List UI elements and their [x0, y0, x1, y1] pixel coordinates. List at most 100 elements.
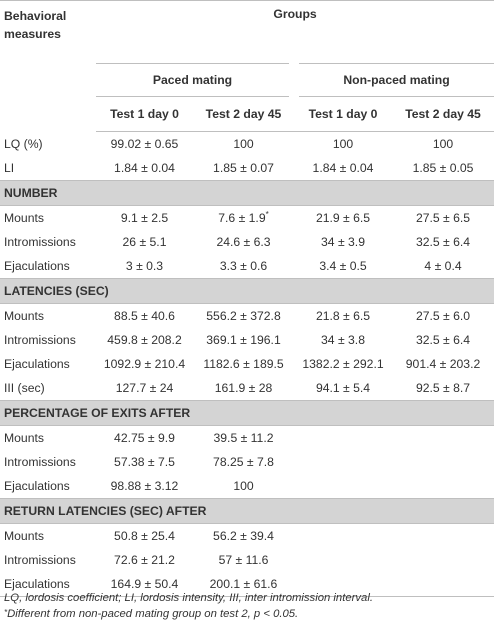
cell: 24.6 ± 6.3 — [216, 235, 271, 249]
section-title: LATENCIES (SEC) — [0, 278, 494, 304]
cell: 50.8 ± 25.4 — [114, 529, 175, 543]
row-label: Mounts — [4, 529, 44, 543]
table-row: Intromissions 459.8 ± 208.2 369.1 ± 196.… — [0, 328, 494, 352]
cell: 164.9 ± 50.4 — [96, 572, 193, 597]
section-header: LATENCIES (SEC) — [0, 278, 494, 304]
cell: 32.5 ± 6.4 — [415, 235, 471, 249]
row-label: Mounts — [4, 431, 44, 445]
cell: 1.84 ± 0.04 — [114, 161, 175, 175]
cell: 32.5 ± 6.4 — [415, 333, 471, 347]
cell: 127.7 ± 24 — [115, 381, 174, 395]
table-row: Mounts 50.8 ± 25.4 56.2 ± 39.4 — [0, 524, 494, 549]
cell: 21.9 ± 6.5 — [315, 211, 371, 225]
behavioral-measures-header: Behavioral measures — [0, 0, 96, 132]
table-row: Ejaculations 3 ± 0.3 3.3 ± 0.6 3.4 ± 0.5… — [0, 254, 494, 279]
table-row: Intromissions 57.38 ± 7.5 78.25 ± 7.8 — [0, 450, 494, 474]
cell: 27.5 ± 6.5 — [415, 211, 471, 225]
cell: 57 ± 11.6 — [218, 553, 269, 567]
section-title: NUMBER — [0, 180, 494, 206]
cell: 72.6 ± 21.2 — [114, 553, 175, 567]
cell: 1.84 ± 0.04 — [312, 161, 374, 175]
row-label: Intromissions — [4, 333, 76, 347]
cell: 1092.9 ± 210.4 — [103, 357, 186, 371]
cell: 94.1 ± 5.4 — [315, 381, 371, 395]
row-label: Mounts — [4, 211, 44, 225]
cell — [294, 426, 392, 451]
cell: 26 ± 5.1 — [122, 235, 167, 249]
cell — [294, 474, 392, 499]
row-label: Ejaculations — [4, 479, 70, 493]
cell: 459.8 ± 208.2 — [107, 333, 182, 347]
cell: 21.8 ± 6.5 — [315, 309, 371, 323]
cell — [294, 450, 392, 474]
cell: 92.5 ± 8.7 — [415, 381, 471, 395]
test-header: Test 2 day 45 — [193, 96, 294, 132]
section-title: RETURN LATENCIES (SEC) AFTER — [0, 498, 494, 524]
cell: 42.75 ± 9.9 — [114, 431, 175, 445]
row-label: Intromissions — [4, 553, 76, 567]
cell: 161.9 ± 28 — [214, 381, 273, 395]
groups-header: Groups — [96, 0, 494, 64]
cell: 3.3 ± 0.6 — [219, 259, 268, 273]
cell: 3 ± 0.3 — [125, 259, 164, 273]
table-row: Ejaculations 1092.9 ± 210.4 1182.6 ± 189… — [0, 352, 494, 376]
table-row: Mounts 9.1 ± 2.5 7.6 ± 1.9* 21.9 ± 6.5 2… — [0, 206, 494, 231]
table-row: Mounts 88.5 ± 40.6 556.2 ± 372.8 21.8 ± … — [0, 304, 494, 329]
cell — [392, 572, 494, 597]
cell: 57.38 ± 7.5 — [114, 455, 175, 469]
cell: 1182.6 ± 189.5 — [203, 357, 284, 371]
test-header: Test 1 day 0 — [96, 96, 193, 132]
cell: 100 — [233, 137, 254, 151]
test-header: Test 2 day 45 — [392, 96, 494, 132]
cell: 1.85 ± 0.07 — [213, 161, 274, 175]
cell: 556.2 ± 372.8 — [206, 309, 281, 323]
cell: 200.1 ± 61.6 — [193, 572, 294, 597]
cell: 7.6 ± 1.9* — [218, 210, 269, 225]
table-footnotes: LQ, lordosis coefficient; LI, lordosis i… — [4, 590, 373, 622]
table-row: LI 1.84 ± 0.04 1.85 ± 0.07 1.84 ± 0.04 1… — [0, 156, 494, 181]
cell: 34 ± 3.8 — [321, 333, 365, 347]
footnote-significance: *Different from non-paced mating group o… — [4, 608, 299, 620]
nonpaced-mating-header: Non-paced mating — [288, 63, 494, 97]
cell: 34 ± 3.9 — [321, 235, 365, 249]
row-label: III (sec) — [4, 381, 45, 395]
cell: 369.1 ± 196.1 — [206, 333, 281, 347]
cell: 1382.2 ± 292.1 — [302, 357, 384, 371]
cell: 88.5 ± 40.6 — [114, 309, 175, 323]
table-row: Intromissions 72.6 ± 21.2 57 ± 11.6 — [0, 548, 494, 572]
cell: 3.4 ± 0.5 — [319, 259, 367, 273]
cell — [294, 548, 392, 572]
significance-mark: * — [265, 210, 269, 219]
table-row: Mounts 42.75 ± 9.9 39.5 ± 11.2 — [0, 426, 494, 451]
row-label: Intromissions — [4, 235, 76, 249]
cell: 100 — [432, 137, 454, 151]
table-row: Ejaculations 98.88 ± 3.12 100 — [0, 474, 494, 499]
table-row: III (sec) 127.7 ± 24 161.9 ± 28 94.1 ± 5… — [0, 376, 494, 401]
row-label: Ejaculations — [0, 572, 96, 597]
row-label: LI — [4, 161, 15, 175]
cell: 4 ± 0.4 — [424, 259, 462, 273]
cell — [392, 426, 494, 451]
footnote-abbreviations: LQ, lordosis coefficient; LI, lordosis i… — [4, 592, 373, 604]
cell — [294, 524, 392, 549]
cell — [294, 572, 392, 597]
section-header: NUMBER — [0, 180, 494, 206]
cell: 98.88 ± 3.12 — [110, 479, 179, 493]
table-row: Ejaculations 164.9 ± 50.4 200.1 ± 61.6 — [0, 572, 494, 597]
cell: 78.25 ± 7.8 — [213, 455, 274, 469]
cell: 100 — [233, 479, 254, 493]
test-header: Test 1 day 0 — [294, 96, 392, 132]
cell — [392, 548, 494, 572]
row-label: Mounts — [4, 309, 44, 323]
cell: 100 — [332, 137, 354, 151]
cell: 56.2 ± 39.4 — [213, 529, 274, 543]
row-label: LQ (%) — [4, 136, 43, 151]
cell: 9.1 ± 2.5 — [120, 211, 169, 225]
cell: 99.02 ± 0.65 — [110, 137, 179, 151]
section-title: PERCENTAGE OF EXITS AFTER — [0, 400, 494, 426]
row-label: Ejaculations — [4, 357, 70, 371]
cell — [392, 450, 494, 474]
cell: 39.5 ± 11.2 — [213, 431, 274, 445]
behavior-table: Behavioral measures Groups Paced mating N… — [0, 0, 494, 597]
